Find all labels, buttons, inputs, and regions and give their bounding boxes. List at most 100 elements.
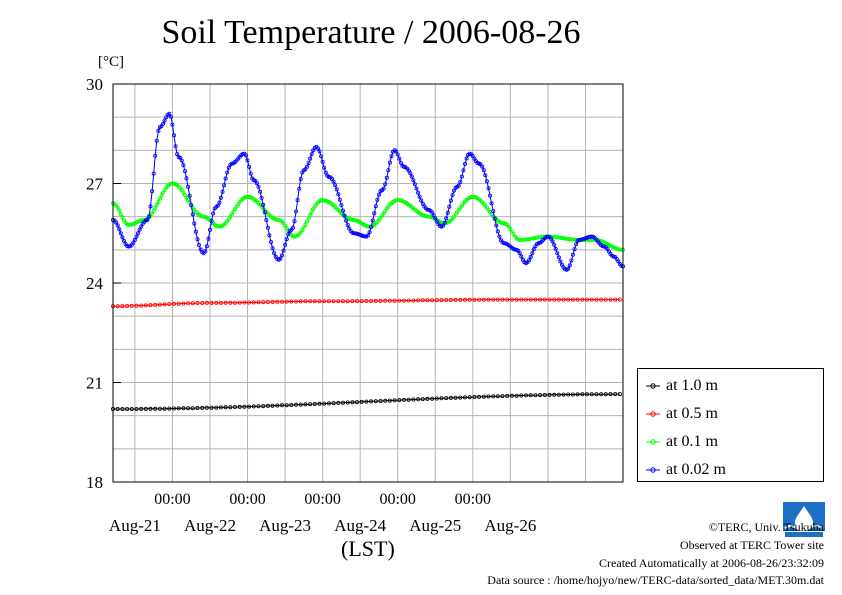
data-point bbox=[486, 297, 491, 302]
data-point bbox=[134, 406, 139, 411]
data-point bbox=[570, 252, 575, 257]
data-point bbox=[334, 187, 339, 192]
series-line-at-0-02-m bbox=[112, 113, 624, 271]
data-point bbox=[248, 171, 253, 176]
data-point bbox=[495, 394, 500, 399]
data-point bbox=[340, 299, 345, 304]
data-point bbox=[125, 406, 130, 411]
data-point bbox=[195, 405, 200, 410]
data-point bbox=[451, 188, 456, 193]
data-point bbox=[139, 303, 144, 308]
data-point bbox=[408, 171, 413, 176]
data-point bbox=[524, 393, 529, 398]
data-point bbox=[444, 216, 449, 221]
y-tick-label: 24 bbox=[86, 274, 104, 293]
data-point bbox=[167, 406, 172, 411]
data-point bbox=[495, 229, 500, 234]
x-tick-date-label: Aug-23 bbox=[259, 516, 311, 535]
legend-label: at 0.5 m bbox=[666, 405, 718, 422]
data-point bbox=[462, 297, 467, 302]
data-point bbox=[566, 266, 571, 271]
data-point bbox=[117, 227, 122, 232]
data-point bbox=[430, 396, 435, 401]
data-point bbox=[375, 197, 380, 202]
data-point bbox=[268, 240, 273, 245]
data-point bbox=[430, 298, 435, 303]
data-point bbox=[134, 234, 139, 239]
data-point bbox=[414, 186, 419, 191]
data-point bbox=[411, 298, 416, 303]
data-point bbox=[575, 297, 580, 302]
data-point bbox=[461, 168, 466, 173]
data-point bbox=[190, 406, 195, 411]
data-point bbox=[242, 404, 247, 409]
data-point bbox=[401, 298, 406, 303]
data-point bbox=[445, 210, 450, 215]
data-point bbox=[561, 392, 566, 397]
data-point bbox=[171, 301, 176, 306]
data-point bbox=[132, 237, 137, 242]
data-point bbox=[354, 299, 359, 304]
data-point bbox=[176, 406, 181, 411]
data-point bbox=[433, 216, 438, 221]
data-point bbox=[223, 300, 228, 305]
data-point bbox=[401, 397, 406, 402]
data-point bbox=[453, 297, 458, 302]
data-point bbox=[367, 230, 372, 235]
data-point bbox=[118, 231, 123, 236]
data-point bbox=[364, 399, 369, 404]
data-point bbox=[214, 300, 219, 305]
data-point bbox=[114, 220, 119, 225]
data-point bbox=[547, 392, 552, 397]
data-point bbox=[519, 393, 524, 398]
data-point bbox=[190, 301, 195, 306]
data-point bbox=[376, 192, 381, 197]
data-point bbox=[222, 183, 227, 188]
data-point bbox=[171, 133, 176, 138]
data-point bbox=[495, 297, 500, 302]
data-point bbox=[157, 406, 162, 411]
data-point bbox=[420, 298, 425, 303]
data-point bbox=[204, 244, 209, 249]
data-point bbox=[243, 153, 248, 158]
data-point bbox=[120, 304, 125, 309]
series-layer bbox=[111, 111, 626, 411]
data-point bbox=[162, 302, 167, 307]
data-point bbox=[566, 297, 571, 302]
data-point bbox=[431, 213, 436, 218]
data-point bbox=[406, 298, 411, 303]
data-point bbox=[320, 159, 325, 164]
data-point bbox=[491, 297, 496, 302]
data-point bbox=[293, 209, 298, 214]
data-point bbox=[416, 397, 421, 402]
data-point bbox=[115, 205, 120, 210]
data-point bbox=[256, 404, 261, 409]
data-point bbox=[295, 198, 300, 203]
data-point bbox=[419, 198, 424, 203]
data-point bbox=[120, 406, 125, 411]
data-point bbox=[153, 406, 158, 411]
data-point bbox=[122, 238, 127, 243]
data-point bbox=[211, 211, 216, 216]
data-point bbox=[603, 392, 608, 397]
legend-swatch bbox=[646, 467, 660, 473]
data-point bbox=[204, 405, 209, 410]
data-point bbox=[279, 253, 284, 258]
data-point bbox=[247, 300, 252, 305]
data-point bbox=[192, 221, 197, 226]
x-axis-label: (LST) bbox=[341, 536, 395, 561]
data-point bbox=[150, 189, 155, 194]
data-point bbox=[500, 297, 505, 302]
data-point bbox=[505, 297, 510, 302]
data-point bbox=[286, 232, 291, 237]
data-point bbox=[542, 392, 547, 397]
data-point bbox=[514, 393, 519, 398]
data-point bbox=[220, 189, 225, 194]
data-point bbox=[336, 192, 341, 197]
data-point bbox=[425, 298, 430, 303]
data-point bbox=[365, 233, 370, 238]
data-point bbox=[298, 402, 303, 407]
data-point bbox=[228, 405, 233, 410]
data-point bbox=[247, 164, 252, 169]
